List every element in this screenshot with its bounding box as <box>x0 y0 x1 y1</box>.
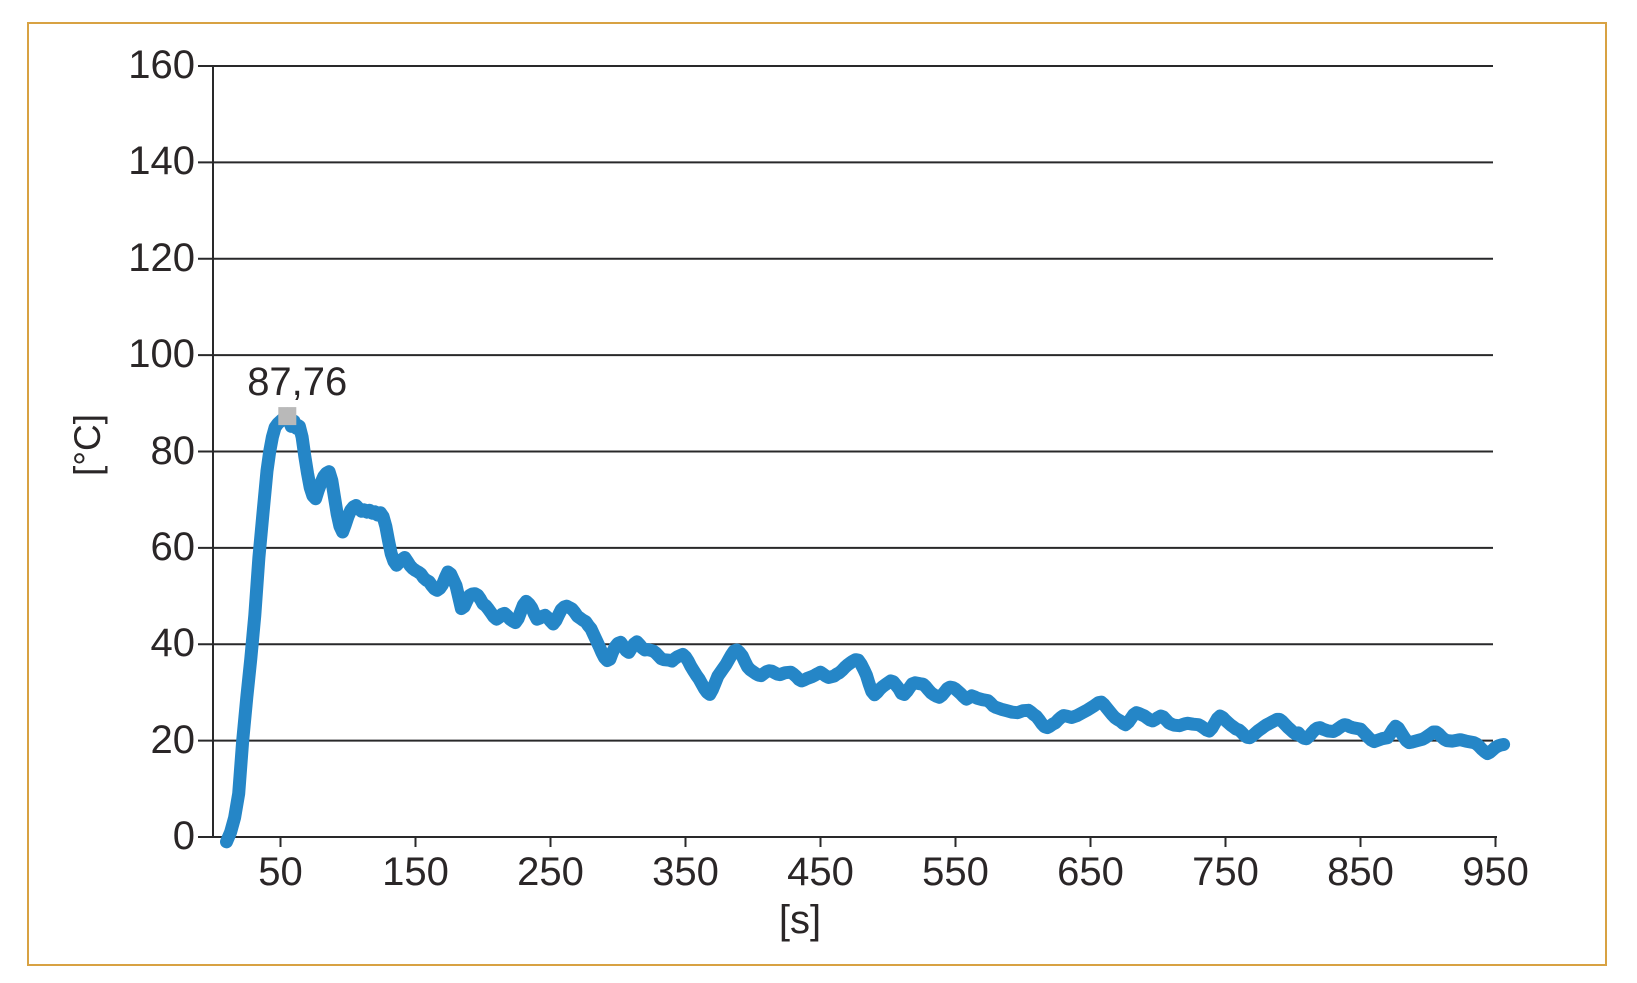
temperature-series-line <box>220 407 1511 849</box>
gridlines <box>198 65 1493 838</box>
figure-border <box>27 22 1607 966</box>
x-axis-ticks <box>279 837 1497 847</box>
peak-marker <box>278 407 297 426</box>
